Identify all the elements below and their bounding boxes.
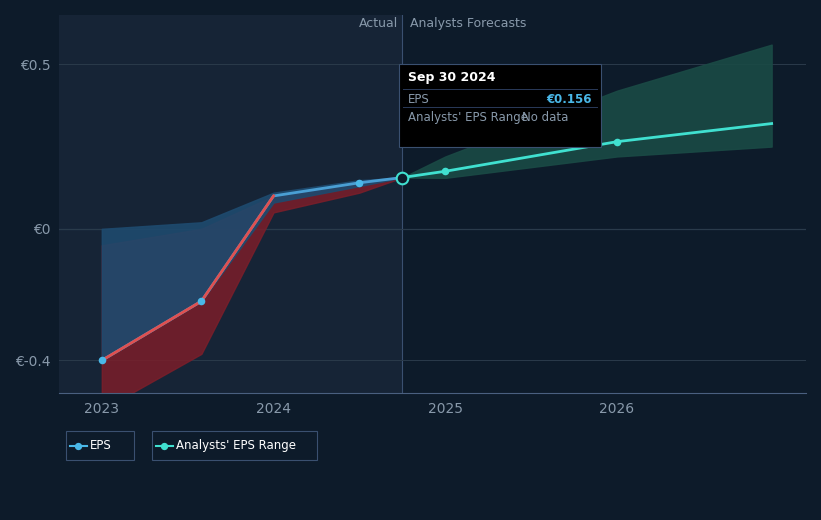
Bar: [59, 15, 402, 393]
Text: EPS: EPS: [90, 439, 112, 452]
Text: Analysts Forecasts: Analysts Forecasts: [410, 17, 526, 30]
Point: [353, 179, 366, 187]
Text: Actual: Actual: [360, 17, 399, 30]
Text: No data: No data: [522, 111, 568, 124]
Text: Sep 30 2024: Sep 30 2024: [408, 71, 495, 84]
FancyBboxPatch shape: [399, 64, 600, 147]
Text: Analysts' EPS Range: Analysts' EPS Range: [408, 111, 528, 124]
Text: EPS: EPS: [408, 93, 429, 106]
FancyBboxPatch shape: [67, 431, 134, 460]
Bar: [402, 15, 806, 393]
Point: [195, 297, 208, 305]
Point: [95, 356, 108, 365]
FancyBboxPatch shape: [152, 431, 317, 460]
Text: €0.156: €0.156: [546, 93, 592, 106]
Text: Analysts' EPS Range: Analysts' EPS Range: [177, 439, 296, 452]
Point: [396, 173, 409, 181]
Point: [438, 167, 452, 175]
Point: [611, 137, 624, 146]
